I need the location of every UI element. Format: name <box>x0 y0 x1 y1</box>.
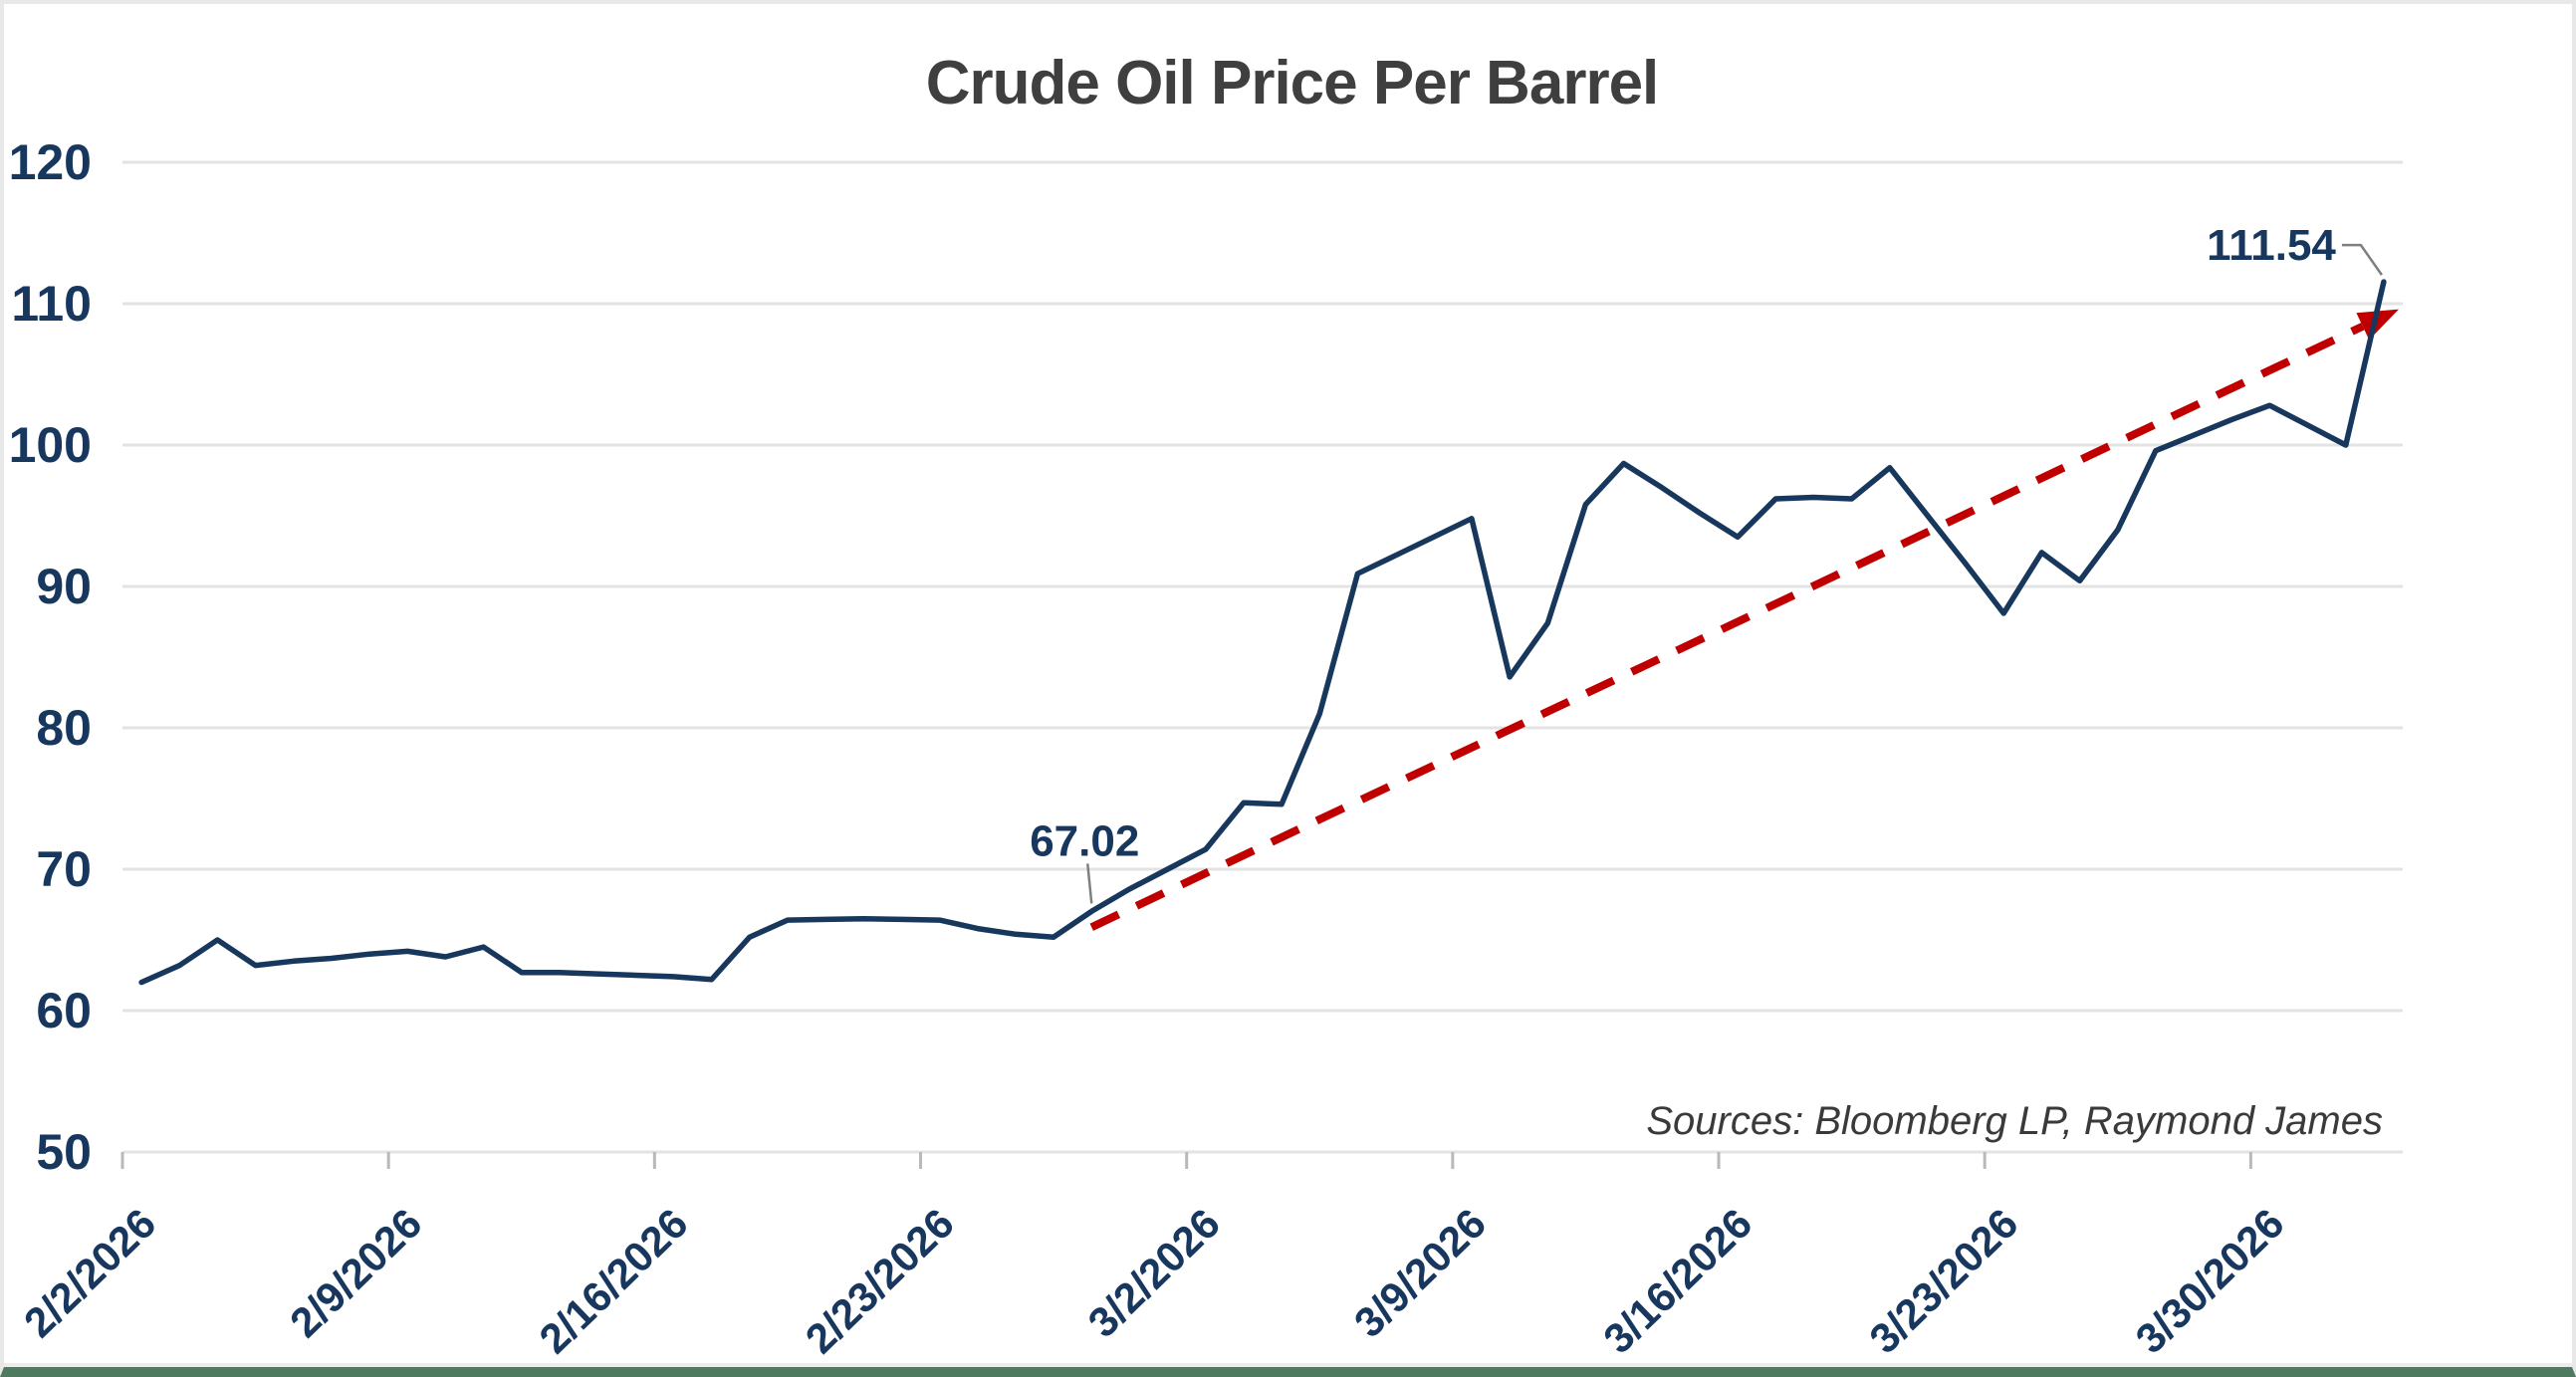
chart-title: Crude Oil Price Per Barrel <box>925 49 1660 117</box>
x-axis-label: 2/2/2026 <box>15 1200 164 1346</box>
line-chart: 50 60 70 80 90 100 110 120 2/2/2026 2/9/2026 2/16/… <box>9 134 2403 1363</box>
annotation-leader-line <box>2341 243 2383 276</box>
y-axis-label: 70 <box>36 841 92 897</box>
annotation-leader-line <box>1086 863 1093 904</box>
y-axis-label: 80 <box>36 700 92 756</box>
x-axis-label: 3/23/2026 <box>1860 1200 2026 1363</box>
x-axis-label: 3/30/2026 <box>2127 1200 2293 1363</box>
x-axis-label: 2/23/2026 <box>797 1200 963 1363</box>
x-axis-label: 3/9/2026 <box>1345 1200 1495 1346</box>
y-axis-label: 90 <box>36 559 92 614</box>
y-axis-label: 50 <box>36 1124 92 1180</box>
y-axis-label: 110 <box>11 276 92 332</box>
trend-arrowhead <box>2356 309 2399 341</box>
source-note: Sources: Bloomberg LP, Raymond James <box>1646 1099 2383 1143</box>
y-axis-label: 100 <box>9 417 92 473</box>
x-axis-label: 3/16/2026 <box>1594 1200 1760 1363</box>
y-axis-label: 120 <box>9 134 92 190</box>
y-axis-label: 60 <box>36 983 92 1038</box>
x-axis-label: 2/9/2026 <box>281 1200 430 1346</box>
annotation-high-label: 111.54 <box>2207 221 2336 270</box>
x-axis-label: 3/2/2026 <box>1079 1200 1229 1346</box>
price-line <box>138 279 2387 986</box>
trend-line <box>1089 323 2365 931</box>
annotation-low-label: 67.02 <box>1030 816 1139 865</box>
x-axis-label: 2/16/2026 <box>531 1200 697 1363</box>
